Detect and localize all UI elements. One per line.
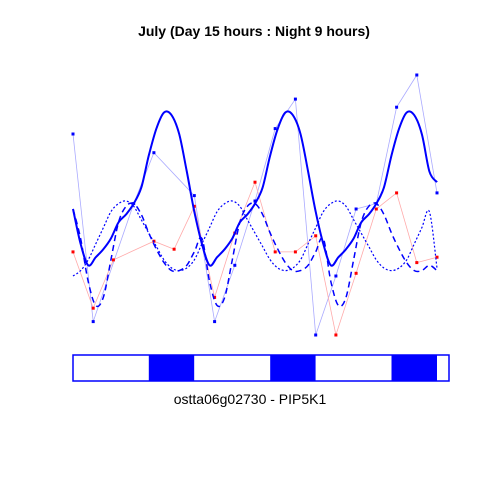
series-1-point (354, 271, 358, 275)
bar-segment-dark (391, 355, 437, 381)
series-1-point (435, 255, 439, 259)
series-4-curve (72, 200, 438, 277)
series-0-point (253, 199, 257, 203)
series-1-point (334, 333, 338, 337)
series-1-point (374, 207, 378, 211)
series-0-point (354, 207, 358, 211)
series-0-point (273, 127, 277, 131)
series-0-point (233, 263, 237, 267)
series-1-point (314, 234, 318, 238)
bar-outline (72, 354, 450, 382)
series-1-point (293, 250, 297, 254)
series-1-point (111, 258, 115, 262)
plot-area (71, 73, 439, 337)
series-0-point (152, 151, 156, 155)
series-1-point (253, 180, 257, 184)
chart-title: July (Day 15 hours : Night 9 hours) (138, 23, 370, 39)
series-0-point (415, 73, 419, 77)
series-0-point (293, 97, 297, 101)
series-1-point (395, 191, 399, 195)
bar-segment-dark (270, 355, 316, 381)
bar-segment-light (194, 355, 271, 381)
series-1-point (213, 295, 217, 299)
series-1-point (71, 250, 75, 254)
bar-segment-light (73, 355, 149, 381)
bar-segment-light (315, 355, 392, 381)
series-0-point (314, 333, 318, 337)
series-1-point (172, 247, 176, 251)
series-0-point (435, 191, 439, 195)
series-1-point (273, 250, 277, 254)
series-0-point (334, 274, 338, 278)
series-1-point (192, 204, 196, 208)
bar-segment-dark (148, 355, 195, 381)
series-1-point (415, 261, 419, 265)
series-0-point (91, 320, 95, 324)
series-1-line (72, 180, 438, 337)
series-0-point (71, 132, 75, 136)
series-0-point (213, 320, 217, 324)
gene-label: ostta06g02730 - PIP5K1 (174, 391, 327, 407)
light-dark-bar (72, 354, 450, 382)
series-1-point (91, 306, 95, 310)
series-3-curve (72, 202, 438, 308)
series-0-point (395, 105, 399, 109)
series-0-point (192, 194, 196, 198)
